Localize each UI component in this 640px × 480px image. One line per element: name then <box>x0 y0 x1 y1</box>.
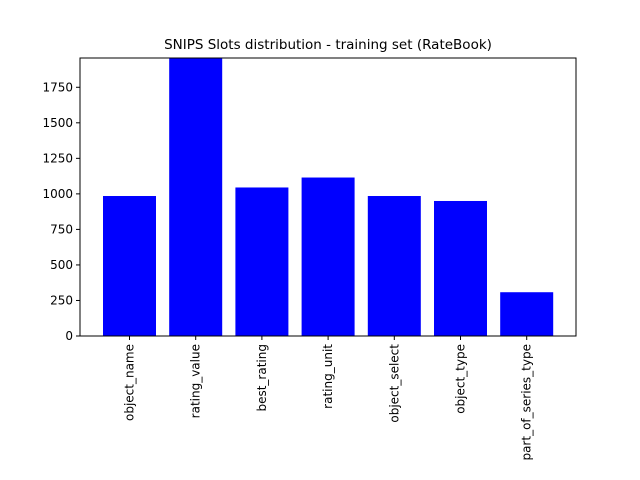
y-tick-label-500: 500 <box>50 258 73 272</box>
bar-part_of_series_type <box>500 292 554 336</box>
bar-rating_unit <box>301 177 355 336</box>
y-tick-label-1000: 1000 <box>42 187 73 201</box>
bar-object_select <box>367 196 421 336</box>
x-axis: object_name rating_value best_rating rating… <box>123 336 534 461</box>
y-tick-label-1500: 1500 <box>42 116 73 130</box>
x-tick-label-best_rating: best_rating <box>255 344 269 412</box>
x-tick-label-object_name: object_name <box>123 344 137 421</box>
y-tick-label-1750: 1750 <box>42 80 73 94</box>
x-tick-label-rating_unit: rating_unit <box>321 344 335 409</box>
bar-best_rating <box>235 187 289 336</box>
y-tick-label-250: 250 <box>50 293 73 307</box>
bar-rating_value <box>169 58 223 336</box>
x-tick-label-rating_value: rating_value <box>189 344 203 418</box>
plot-frame <box>79 57 577 337</box>
y-tick-label-0: 0 <box>65 329 73 343</box>
bar-object_name <box>103 196 156 336</box>
chart-title: SNIPS Slots distribution - training set … <box>164 37 492 53</box>
y-tick-label-1250: 1250 <box>42 151 73 165</box>
x-tick-label-object_select: object_select <box>387 344 401 423</box>
y-tick-label-750: 750 <box>50 222 73 236</box>
x-tick-label-object_type: object_type <box>454 344 468 414</box>
bar-object_type <box>434 200 487 336</box>
y-axis: 0 250 500 750 1000 1250 1500 1750 <box>42 80 80 343</box>
x-tick-label-part_of_series_type: part_of_series_type <box>520 344 534 461</box>
bars-group <box>103 58 554 336</box>
